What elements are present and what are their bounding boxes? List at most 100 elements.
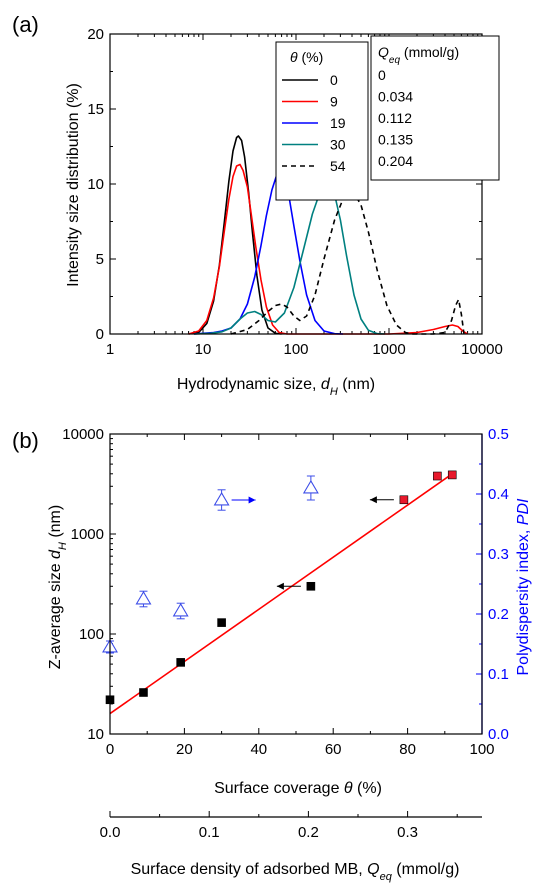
panel-a-frame bbox=[109, 33, 483, 335]
y2-tick-label-b: 0.5 bbox=[488, 426, 509, 443]
legend-theta-header: θ (%) bbox=[290, 49, 323, 65]
panel-a-curves bbox=[188, 135, 469, 335]
legend-qeq-var: Q bbox=[378, 44, 389, 60]
panel-b-xlabel-main: Surface coverage bbox=[214, 780, 344, 797]
panel-b: (b) 0 20 40 60 80 100101001000100000.00.10.20… bbox=[12, 426, 532, 883]
legend-label-theta-0: 0 bbox=[330, 72, 338, 88]
y-tick-label-a: 5 bbox=[96, 251, 104, 268]
y-tick-label-b: 10000 bbox=[62, 426, 104, 443]
pdi-point-marker bbox=[172, 602, 189, 617]
axis-indicator-arrow-head bbox=[248, 496, 256, 504]
size-point-marker bbox=[306, 581, 316, 591]
panel-b-x2label-main: Surface density of adsorbed MB, bbox=[131, 861, 368, 878]
axis-indicator-arrow-head bbox=[276, 582, 284, 590]
legend-box-theta bbox=[275, 41, 369, 201]
size-point-marker bbox=[399, 495, 409, 505]
x-tick-label-b: 40 bbox=[250, 741, 267, 758]
x-tick-label-b: 100 bbox=[469, 741, 494, 758]
panel-b-y2label: Polydispersity index, PDI bbox=[515, 498, 532, 676]
panel-a-xlabel: Hydrodynamic size, dH (nm) bbox=[177, 376, 375, 398]
series-line-theta-9 bbox=[188, 163, 469, 335]
legend-qeq-sub: eq bbox=[389, 55, 401, 66]
x-tick-label-a: 10000 bbox=[461, 341, 503, 358]
size-point-marker bbox=[176, 658, 185, 667]
x-tick-label-a: 10 bbox=[195, 341, 212, 358]
pdi-point-marker bbox=[302, 479, 319, 494]
legend-label-qeq-0: 0 bbox=[378, 67, 386, 83]
y2-tick-label-b: 0.3 bbox=[488, 546, 509, 563]
legend-label-qeq-54: 0.204 bbox=[378, 153, 413, 169]
x2-tick-label: 0.0 bbox=[100, 824, 121, 841]
x-tick-label-b: 20 bbox=[176, 741, 193, 758]
legend-label-theta-30: 30 bbox=[330, 137, 346, 153]
panel-b-xlabel-unit: (%) bbox=[353, 780, 382, 797]
x-tick-label-b: 0 bbox=[106, 741, 114, 758]
size-point-marker bbox=[447, 470, 457, 480]
y-tick-label-a: 15 bbox=[87, 101, 104, 118]
panel-b-x2label-var: Q bbox=[367, 861, 379, 878]
fit-line bbox=[109, 473, 453, 715]
x2-tick-label: 0.1 bbox=[199, 824, 220, 841]
panel-a-xlabel-unit: (nm) bbox=[338, 376, 375, 393]
legend-label-theta-54: 54 bbox=[330, 158, 346, 174]
panel-b-x2label: Surface density of adsorbed MB, Qeq (mmo… bbox=[131, 861, 460, 883]
panel-b-ylabel-unit: (nm) bbox=[47, 505, 64, 542]
panel-a-ticks: 1 10 100 1000 10000 0 5 10 15 20 bbox=[87, 26, 503, 358]
panel-b-ylabel-sub: H bbox=[57, 542, 69, 550]
x-tick-label-a: 1 bbox=[106, 341, 114, 358]
legend-label-theta-9: 9 bbox=[330, 94, 338, 110]
legend-qeq-header: Qeq (mmol/g) bbox=[378, 44, 459, 66]
panel-b-xlabel-var: θ bbox=[344, 780, 353, 797]
panel-b-label: (b) bbox=[12, 428, 39, 453]
legend-label-theta-19: 19 bbox=[330, 115, 346, 131]
panel-a: (a) 1 10 100 1000 10000 0 5 10 15 20 θ (%) Qeq (mm… bbox=[12, 12, 503, 398]
panel-a-xlabel-var: d bbox=[321, 376, 331, 393]
x2-tick-label: 0.2 bbox=[298, 824, 319, 841]
panel-b-y2label-var: PDI bbox=[515, 498, 532, 525]
legend-label-qeq-9: 0.034 bbox=[378, 89, 413, 105]
x-tick-label-b: 80 bbox=[399, 741, 416, 758]
size-point-marker bbox=[139, 688, 148, 697]
pdi-point-marker bbox=[135, 590, 152, 605]
y-tick-label-a: 0 bbox=[96, 326, 104, 343]
size-point-marker bbox=[433, 471, 442, 481]
panel-a-ylabel: Intensity size distribution (%) bbox=[65, 83, 82, 287]
panel-b-x2label-sub: eq bbox=[380, 871, 393, 883]
y2-tick-label-b: 0.0 bbox=[488, 726, 509, 743]
legend-qeq-unit: (mmol/g) bbox=[400, 44, 459, 60]
legend-label-qeq-30: 0.135 bbox=[378, 132, 413, 148]
legend-theta-unit: (%) bbox=[298, 49, 324, 65]
x-tick-label-a: 1000 bbox=[372, 341, 405, 358]
legend-theta-var: θ bbox=[290, 49, 298, 65]
y-tick-label-b: 10 bbox=[87, 726, 104, 743]
panel-b-ticks: 0 20 40 60 80 100 10 100 1000 10000 0.0 0.1 0.2 0.3 0.… bbox=[62, 426, 509, 758]
pdi-point-marker bbox=[213, 491, 230, 506]
series-line-theta-0 bbox=[188, 135, 282, 335]
series-line-theta-30 bbox=[193, 184, 385, 335]
y2-tick-label-b: 0.4 bbox=[488, 486, 509, 503]
panel-b-x2label-unit: (mmol/g) bbox=[392, 861, 460, 878]
panel-b-secondary-x-axis: 0.0 0.1 0.2 0.3 bbox=[100, 811, 482, 841]
size-point-marker bbox=[217, 618, 226, 627]
y-tick-label-a: 10 bbox=[87, 176, 104, 193]
y-tick-label-b: 1000 bbox=[71, 526, 104, 543]
y-tick-label-a: 20 bbox=[87, 26, 104, 43]
axis-indicator-arrow-head bbox=[369, 496, 377, 504]
y2-tick-label-b: 0.2 bbox=[488, 606, 509, 623]
panel-b-y2label-main: Polydispersity index, bbox=[515, 525, 532, 675]
panel-b-arrows bbox=[231, 496, 394, 590]
panel-b-fit bbox=[109, 473, 453, 715]
legend-label-qeq-19: 0.112 bbox=[378, 110, 412, 126]
y2-tick-label-b: 0.1 bbox=[488, 666, 509, 683]
panel-a-label: (a) bbox=[12, 12, 39, 37]
x-tick-label-b: 60 bbox=[325, 741, 342, 758]
panel-b-ylabel: Z-average size dH (nm) bbox=[47, 505, 69, 669]
panel-b-frame bbox=[109, 433, 483, 735]
panel-a-xlabel-sub: H bbox=[330, 386, 338, 398]
panel-a-xlabel-main: Hydrodynamic size, bbox=[177, 376, 321, 393]
panel-b-ylabel-var: d bbox=[47, 549, 64, 559]
panel-b-ylabel-main: Z-average size bbox=[47, 559, 64, 669]
x2-tick-label: 0.3 bbox=[397, 824, 418, 841]
